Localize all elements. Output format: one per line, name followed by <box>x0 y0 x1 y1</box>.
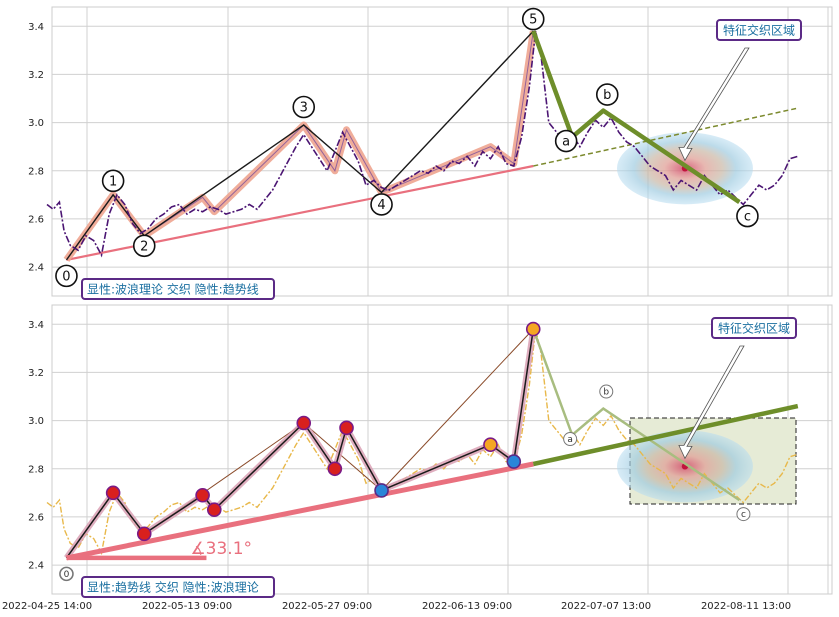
wave-marker-c <box>736 204 759 228</box>
wave-marker-2 <box>132 234 156 258</box>
y-tick-label: 3.0 <box>28 416 44 427</box>
corr-node-label-b: b <box>603 388 609 398</box>
x-tick-label: 2022-08-11 13:00 <box>701 601 791 612</box>
wave-marker-5 <box>521 7 545 31</box>
legend-text-bottom: 显性:趋势线 交织 隐性:波浪理论 <box>87 580 259 595</box>
zone-arrow-bottom <box>678 345 745 460</box>
trendline-projection <box>533 107 798 167</box>
wave-label-a: a <box>562 135 570 150</box>
wave-node-6 <box>327 461 343 477</box>
wave-node-10 <box>506 454 522 469</box>
y-tick-label: 3.0 <box>28 118 44 129</box>
zone-label-box-top <box>716 19 802 41</box>
corr-node-label-c: c <box>741 510 746 520</box>
y-tick-label: 2.4 <box>28 263 44 274</box>
legend-text-top: 显性:波浪理论 交织 隐性:趋势线 <box>87 282 259 297</box>
legend-box-bottom <box>81 576 275 598</box>
y-tick-label: 2.8 <box>28 464 44 475</box>
y-tick-label: 3.2 <box>28 70 44 81</box>
wave-node-7 <box>339 420 354 436</box>
price-line-bottom <box>46 328 799 556</box>
zone-label-box-bottom <box>711 317 797 339</box>
wave-marker-1 <box>101 169 125 193</box>
x-tick-label: 2022-06-13 09:00 <box>422 601 512 612</box>
wave-node-11 <box>525 321 541 337</box>
x-axis: 2022-04-25 14:00 2022-05-13 09:00 2022-05-… <box>2 601 791 612</box>
wave-node-2 <box>136 526 152 542</box>
zone-label-top: 特征交织区域 <box>723 23 795 38</box>
y-tick-label: 2.6 <box>28 512 44 523</box>
y-tick-label: 2.6 <box>28 214 44 225</box>
wave-label-0: 0 <box>62 269 70 284</box>
wave-node-9 <box>483 437 498 452</box>
zone-label-bottom: 特征交织区域 <box>718 321 790 336</box>
wave-label-4: 4 <box>377 198 385 213</box>
trendline-projection-bottom <box>532 403 799 467</box>
corr-node-label-a: a <box>567 435 573 445</box>
wave-label-3: 3 <box>300 101 308 116</box>
correction-wave <box>531 30 741 204</box>
trendline-bottom <box>66 461 534 561</box>
wave-node-0 <box>59 566 74 582</box>
wave-marker-a <box>554 129 578 153</box>
wave-marker-4 <box>370 193 393 216</box>
legend-box-top <box>81 278 275 300</box>
y-tick-label: 3.2 <box>28 368 44 379</box>
top-panel: 2.4 2.6 2.8 3.0 3.2 3.4 0 1 2 3 4 5 a b c 特征交织区域显性:波浪理论… <box>28 6 833 300</box>
y-tick-label: 2.8 <box>28 166 44 177</box>
wave-main <box>65 30 534 261</box>
wave-marker-3 <box>292 95 316 119</box>
angle-label: ∡33.1° <box>190 539 252 559</box>
wave-marker-0 <box>55 264 78 288</box>
wave-label-5: 5 <box>529 13 537 28</box>
wave-node-4 <box>206 502 222 518</box>
wave-marker-b <box>595 83 619 106</box>
x-tick-label: 2022-07-07 13:00 <box>561 601 651 612</box>
x-tick-label: 2022-05-13 09:00 <box>142 601 232 612</box>
correction-wave-bottom <box>532 328 741 502</box>
wave-node-label-0: 0 <box>64 570 70 580</box>
wave-node-5 <box>296 415 312 431</box>
wave-node-1 <box>105 485 121 501</box>
corr-node-a <box>563 432 578 447</box>
y-tick-label: 2.4 <box>28 561 44 572</box>
wave-node-3 <box>195 487 210 503</box>
wave-label-b: b <box>603 88 611 103</box>
wave-label-2: 2 <box>140 239 148 254</box>
corr-node-c <box>736 507 751 522</box>
corr-node-b <box>599 384 614 399</box>
wave-label-1: 1 <box>109 174 117 189</box>
bottom-panel: 2.4 2.6 2.8 3.0 3.2 3.4 ∡33.1° a b c 0 特征交织区域显性:趋势线… <box>28 304 833 598</box>
zone-arrow-top <box>678 47 750 162</box>
x-tick-label: 2022-04-25 14:00 <box>2 601 92 612</box>
x-tick-label: 2022-05-27 09:00 <box>282 601 372 612</box>
wave-node-8 <box>374 483 389 498</box>
y-tick-label: 3.4 <box>28 320 44 331</box>
wave-label-c: c <box>744 210 751 225</box>
y-tick-label: 3.4 <box>28 22 44 33</box>
